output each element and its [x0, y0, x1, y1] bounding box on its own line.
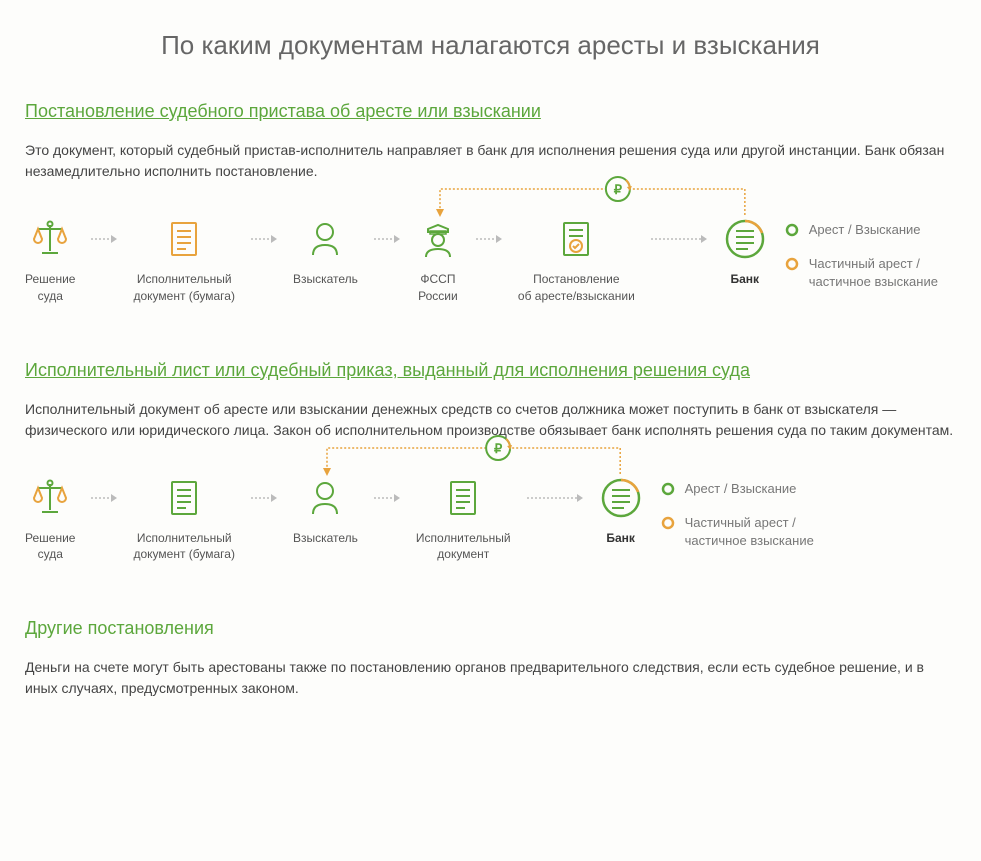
- flow-arrow: [243, 233, 285, 245]
- flow-arrow: [83, 492, 125, 504]
- scales-icon: [28, 217, 72, 261]
- outcome-bullet-icon: [785, 223, 799, 237]
- step-label: Решениесуда: [25, 271, 75, 305]
- bank-icon: [723, 217, 767, 261]
- step-label: Банк: [606, 530, 635, 547]
- step-label: Исполнительныйдокумент: [416, 530, 511, 564]
- flow-step-person: Взыскатель: [293, 476, 358, 547]
- flow-step-person: Взыскатель: [293, 217, 358, 288]
- flow-step-doc-green: Исполнительныйдокумент (бумага): [133, 476, 234, 564]
- bank-icon: [599, 476, 643, 520]
- scales-icon: [28, 476, 72, 520]
- step-label: Исполнительныйдокумент (бумага): [133, 271, 234, 305]
- outcomes: Арест / Взыскание Частичный арест /части…: [785, 221, 938, 292]
- page-title: По каким документам налагаются аресты и …: [25, 30, 956, 61]
- flow-step-bank: Банк: [599, 476, 643, 547]
- flow-arrow: [366, 233, 408, 245]
- section-3-text: Деньги на счете могут быть арестованы та…: [25, 657, 956, 699]
- step-label: Взыскатель: [293, 271, 358, 288]
- outcome-bullet-icon: [785, 257, 799, 271]
- doc-orange-icon: [162, 217, 206, 261]
- outcome-text: Частичный арест /частичное взыскание: [809, 255, 938, 291]
- step-label: Банк: [730, 271, 759, 288]
- outcome-bullet-icon: [661, 482, 675, 496]
- svg-text:₽: ₽: [614, 182, 623, 197]
- flow-step-doc-green: Исполнительныйдокумент: [416, 476, 511, 564]
- outcome-bullet-icon: [661, 516, 675, 530]
- flow-step-officer: ФССПРоссии: [416, 217, 460, 305]
- section-3-title[interactable]: Другие постановления: [25, 618, 956, 639]
- section-2-text: Исполнительный документ об аресте или вз…: [25, 399, 956, 441]
- doc-green-icon: [441, 476, 485, 520]
- outcome-item: Частичный арест /частичное взыскание: [661, 514, 814, 550]
- step-label: Решениесуда: [25, 530, 75, 564]
- flow-arrow: [366, 492, 408, 504]
- officer-icon: [416, 217, 460, 261]
- section-2-title[interactable]: Исполнительный лист или судебный приказ,…: [25, 360, 956, 381]
- doc-green-icon: [162, 476, 206, 520]
- flow-diagram-1: Решениесуда Исполнительныйдокумент (бума…: [25, 217, 956, 305]
- flow-step-scales: Решениесуда: [25, 217, 75, 305]
- flow-step-doc-check: Постановлениеоб аресте/взыскании: [518, 217, 635, 305]
- step-label: Постановлениеоб аресте/взыскании: [518, 271, 635, 305]
- section-1-title[interactable]: Постановление судебного пристава об арес…: [25, 101, 956, 122]
- flow-step-doc-orange: Исполнительныйдокумент (бумага): [133, 217, 234, 305]
- person-icon: [303, 476, 347, 520]
- step-label: Исполнительныйдокумент (бумага): [133, 530, 234, 564]
- flow-step-bank: Банк: [723, 217, 767, 288]
- outcomes: Арест / Взыскание Частичный арест /части…: [661, 480, 814, 551]
- flow-step-scales: Решениесуда: [25, 476, 75, 564]
- section-1-text: Это документ, который судебный пристав-и…: [25, 140, 956, 182]
- step-label: ФССПРоссии: [418, 271, 458, 305]
- flow-arrow: [468, 233, 510, 245]
- svg-text:₽: ₽: [494, 441, 503, 456]
- flow-diagram-2: Решениесуда Исполнительныйдокумент (бума…: [25, 476, 956, 564]
- doc-check-icon: [554, 217, 598, 261]
- outcome-text: Частичный арест /частичное взыскание: [685, 514, 814, 550]
- flow-arrow: [643, 233, 715, 245]
- outcome-item: Арест / Взыскание: [785, 221, 938, 239]
- person-icon: [303, 217, 347, 261]
- step-label: Взыскатель: [293, 530, 358, 547]
- outcome-item: Арест / Взыскание: [661, 480, 814, 498]
- flow-arrow: [243, 492, 285, 504]
- outcome-text: Арест / Взыскание: [809, 221, 921, 239]
- flow-arrow: [519, 492, 591, 504]
- outcome-item: Частичный арест /частичное взыскание: [785, 255, 938, 291]
- outcome-text: Арест / Взыскание: [685, 480, 797, 498]
- flow-arrow: [83, 233, 125, 245]
